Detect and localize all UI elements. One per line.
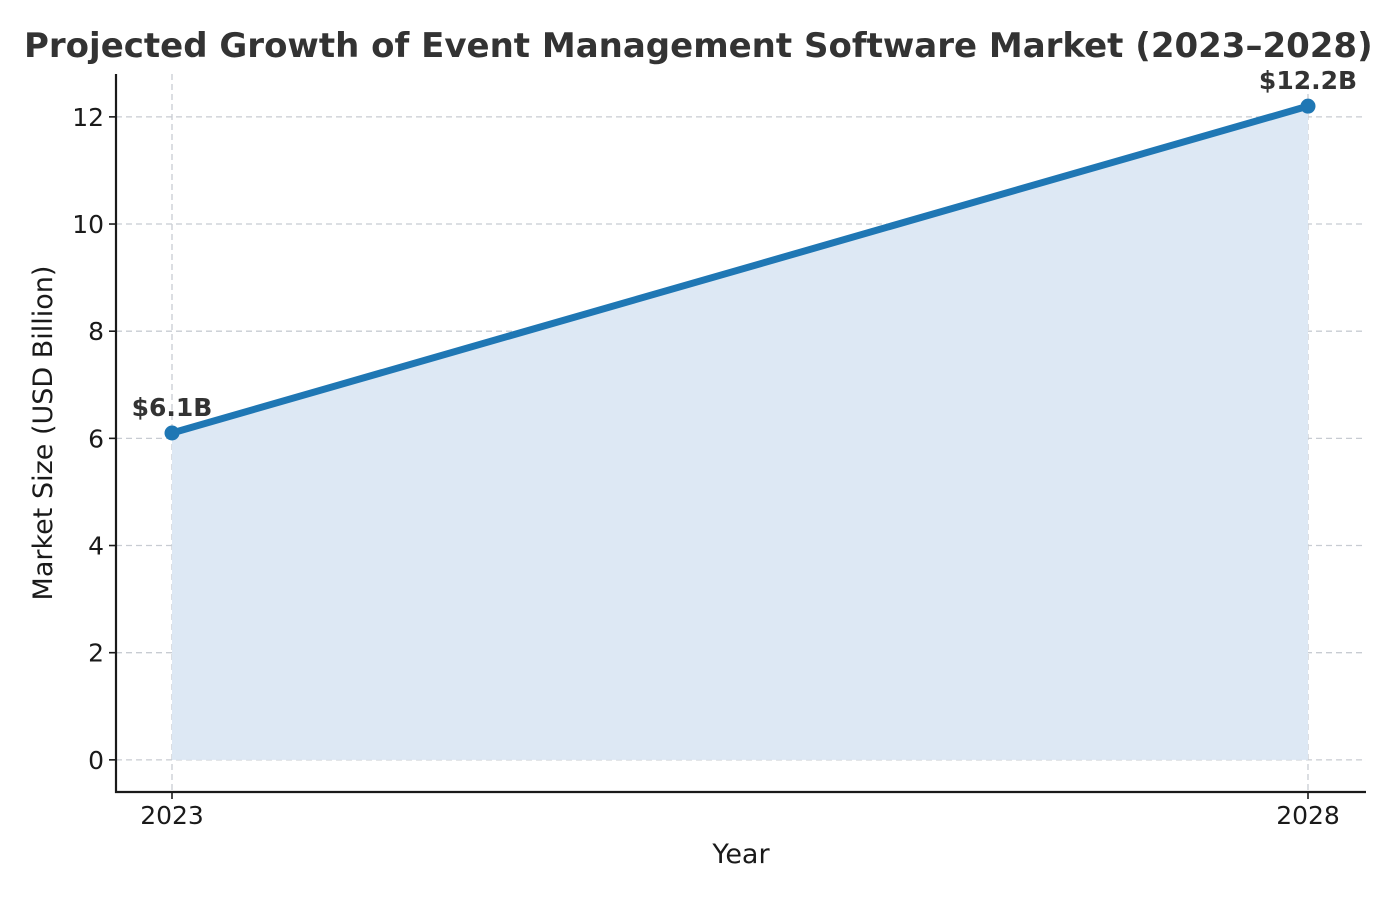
x-tick-label: 2023 [140,801,204,830]
x-axis-ticks: 2023 2028 [140,792,1340,830]
line-layer [168,102,1312,437]
y-tick-label: 2 [88,639,104,668]
y-tick-label: 12 [72,103,104,132]
data-point-label: $12.2B [1259,66,1357,95]
data-point [1300,98,1316,114]
axes-frame [114,74,1366,794]
point-layer [164,98,1316,441]
chart-title: Projected Growth of Event Management Sof… [24,26,1373,66]
series-line [168,102,1312,437]
data-point-label: $6.1B [132,393,213,422]
data-label-layer: $6.1B $12.2B [132,66,1357,422]
data-point [164,425,180,441]
y-tick-label: 10 [72,210,104,239]
y-tick-label: 6 [88,424,104,453]
y-axis-ticks: 0 2 4 6 8 10 12 [72,103,116,775]
y-tick-label: 0 [88,746,104,775]
y-tick-label: 8 [88,317,104,346]
series-area-fill [172,106,1308,760]
y-axis-label: Market Size (USD Billion) [28,266,59,601]
area-layer [172,106,1308,760]
x-axis-label: Year [711,839,770,870]
x-tick-label: 2028 [1276,801,1340,830]
y-tick-label: 4 [88,532,104,561]
